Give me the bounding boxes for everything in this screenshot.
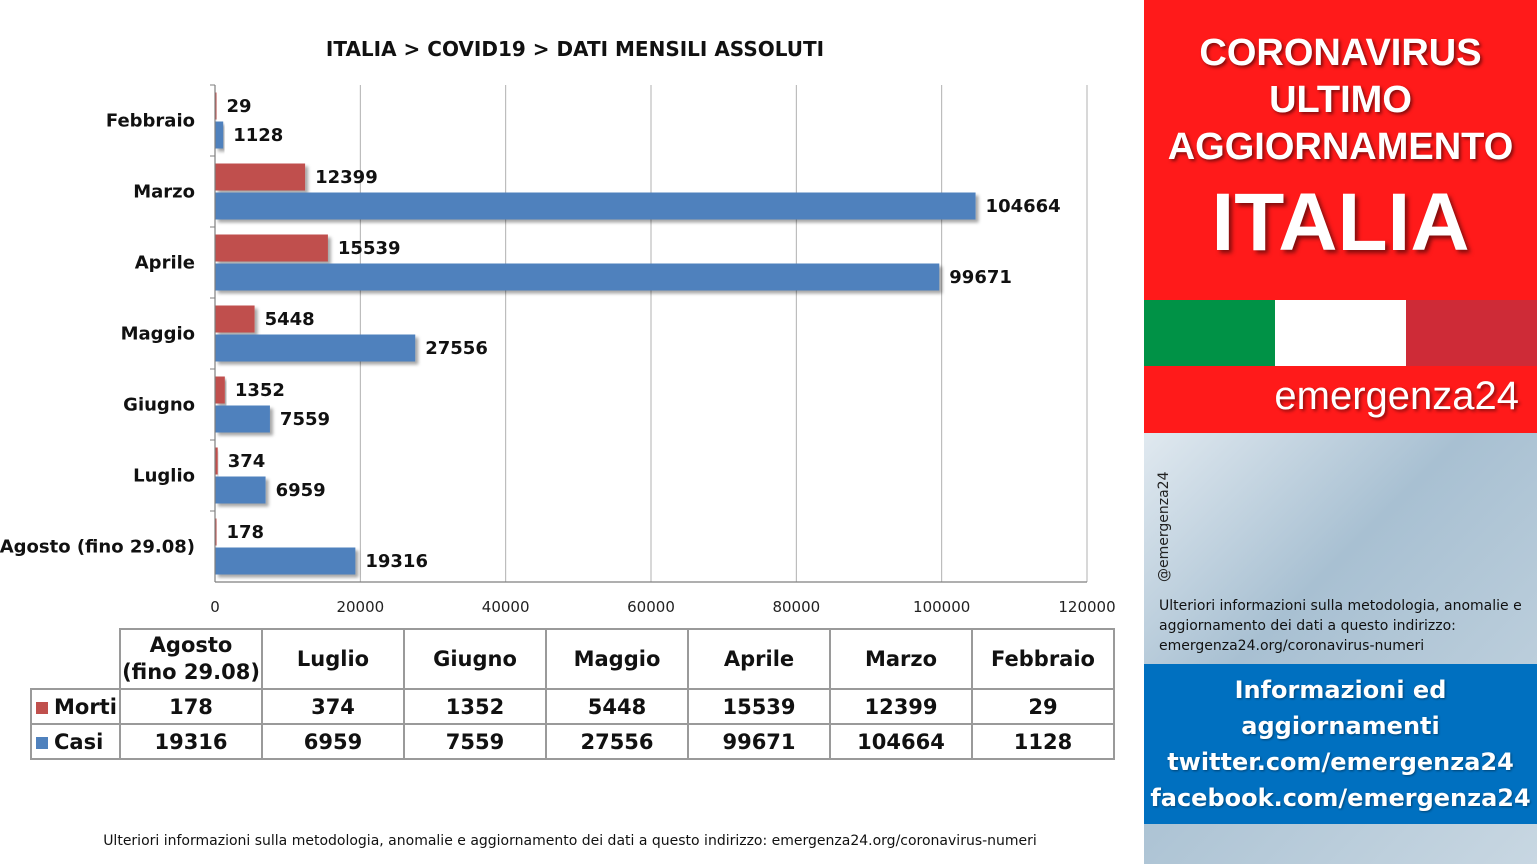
table-cell: 15539 (687, 688, 831, 725)
sidebar-note: Ulteriori informazioni sulla metodologia… (1159, 598, 1522, 654)
brand-name: emergenza24 (1274, 374, 1519, 418)
headline-line: ULTIMO (1269, 79, 1412, 121)
bar-casi (215, 192, 976, 220)
table-cell: 19316 (119, 723, 263, 760)
table-cell: 99671 (687, 723, 831, 760)
data-label-morti: 12399 (315, 167, 378, 188)
bar-casi (215, 547, 356, 575)
table-column-header: Luglio (261, 628, 405, 690)
x-tick-label: 20000 (336, 598, 384, 616)
table-cell: 1128 (971, 723, 1115, 760)
data-label-casi: 104664 (986, 196, 1061, 217)
headline-box: CORONAVIRUS ULTIMO AGGIORNAMENTO ITALIA (1144, 0, 1537, 300)
x-tick-label: 80000 (772, 598, 820, 616)
table-cell: 27556 (545, 723, 689, 760)
grid-lines (359, 85, 1088, 582)
category-label: Marzo (133, 182, 195, 203)
data-label-morti: 1352 (235, 380, 285, 401)
bar-morti (215, 447, 218, 475)
data-table: Agosto (fino 29.08) Luglio Giugno Maggio Apr… (30, 628, 1115, 760)
sidebar: CORONAVIRUS ULTIMO AGGIORNAMENTO ITALIA … (1144, 0, 1537, 864)
data-labels: 29 1128 12399 104664 15539 99671 5448 27556 1352… (227, 96, 1061, 572)
x-tick-label: 0 (210, 598, 220, 616)
axes: 0 20000 40000 60000 80000 100000 120000 Febbrai… (0, 84, 1116, 616)
table-cell: 104664 (829, 723, 973, 760)
table-row-header: Morti (30, 688, 121, 725)
bar-chart: 29 1128 12399 104664 15539 99671 5448 27556 1352… (0, 84, 1116, 616)
category-label: Agosto (fino 29.08) (0, 537, 195, 558)
data-label-casi: 1128 (233, 125, 283, 146)
bar-morti (215, 305, 255, 333)
data-label-casi: 6959 (276, 480, 326, 501)
category-label: Febbraio (106, 111, 195, 132)
table-cell: 6959 (261, 723, 405, 760)
facebook-link[interactable]: facebook.com/emergenza24 (1150, 784, 1531, 812)
bar-casi (215, 334, 416, 362)
category-label: Luglio (133, 466, 195, 487)
data-label-morti: 15539 (338, 238, 401, 259)
bar-morti (215, 92, 217, 120)
flag-green-stripe (1144, 300, 1275, 366)
legend-swatch (36, 736, 48, 749)
table-cell: 12399 (829, 688, 973, 725)
twitter-link[interactable]: twitter.com/emergenza24 (1167, 748, 1514, 776)
data-label-morti: 178 (227, 522, 265, 543)
headline-line: CORONAVIRUS (1199, 32, 1482, 74)
bar-casi (215, 476, 266, 504)
brand-bar: emergenza24 (1144, 366, 1537, 433)
bar-morti (215, 234, 328, 262)
table-corner (31, 629, 121, 690)
table-row: Casi 19316 6959 7559 27556 99671 104664 1128 (30, 723, 1115, 760)
flag-white-stripe (1275, 300, 1406, 366)
headline-line: AGGIORNAMENTO (1167, 126, 1514, 168)
x-tick-label: 120000 (1058, 598, 1115, 616)
table-cell: 5448 (545, 688, 689, 725)
bar-casi (215, 405, 270, 433)
table-row-header: Casi (30, 723, 121, 760)
x-tick-label: 60000 (627, 598, 675, 616)
bars (215, 92, 976, 575)
category-label: Aprile (135, 253, 195, 274)
table-cell: 374 (261, 688, 405, 725)
social-handle: @emergenza24 (1156, 471, 1172, 583)
legend-swatch (36, 701, 48, 714)
category-label: Giugno (123, 395, 195, 416)
category-label: Maggio (121, 324, 195, 345)
x-tick-label: 100000 (913, 598, 970, 616)
table-cell: 7559 (403, 723, 547, 760)
legend-label: Morti (54, 694, 117, 719)
table-column-header: Febbraio (971, 628, 1115, 690)
flag-red-stripe (1406, 300, 1537, 366)
table-column-header: Giugno (403, 628, 547, 690)
data-label-casi: 27556 (425, 338, 488, 359)
bar-morti (215, 163, 306, 191)
table-column-header: Agosto (fino 29.08) (119, 628, 263, 690)
country-name: ITALIA (1211, 177, 1470, 268)
table-column-header: Maggio (545, 628, 689, 690)
bar-morti (215, 376, 225, 404)
info-line: Informazioni ed (1234, 676, 1447, 704)
footer-note: Ulteriori informazioni sulla metodologia… (103, 833, 1037, 849)
table-column-header: Aprile (687, 628, 831, 690)
data-label-casi: 99671 (949, 267, 1012, 288)
table-row: Morti 178 374 1352 5448 15539 12399 29 (30, 688, 1115, 725)
table-column-header: Marzo (829, 628, 973, 690)
data-label-morti: 29 (227, 96, 252, 117)
table-cell: 29 (971, 688, 1115, 725)
bar-morti (215, 518, 217, 546)
data-label-casi: 7559 (280, 409, 330, 430)
x-tick-label: 40000 (482, 598, 530, 616)
info-line: aggiornamenti (1241, 712, 1440, 740)
table-cell: 1352 (403, 688, 547, 725)
legend-label: Casi (54, 729, 104, 754)
data-label-casi: 19316 (365, 551, 428, 572)
bar-casi (215, 121, 224, 149)
info-box: Informazioni ed aggiornamenti twitter.co… (1144, 664, 1537, 824)
chart-title: ITALIA > COVID19 > DATI MENSILI ASSOLUTI (325, 37, 825, 61)
data-label-morti: 5448 (265, 309, 315, 330)
table-cell: 178 (119, 688, 263, 725)
data-label-morti: 374 (228, 451, 266, 472)
bar-casi (215, 263, 940, 291)
